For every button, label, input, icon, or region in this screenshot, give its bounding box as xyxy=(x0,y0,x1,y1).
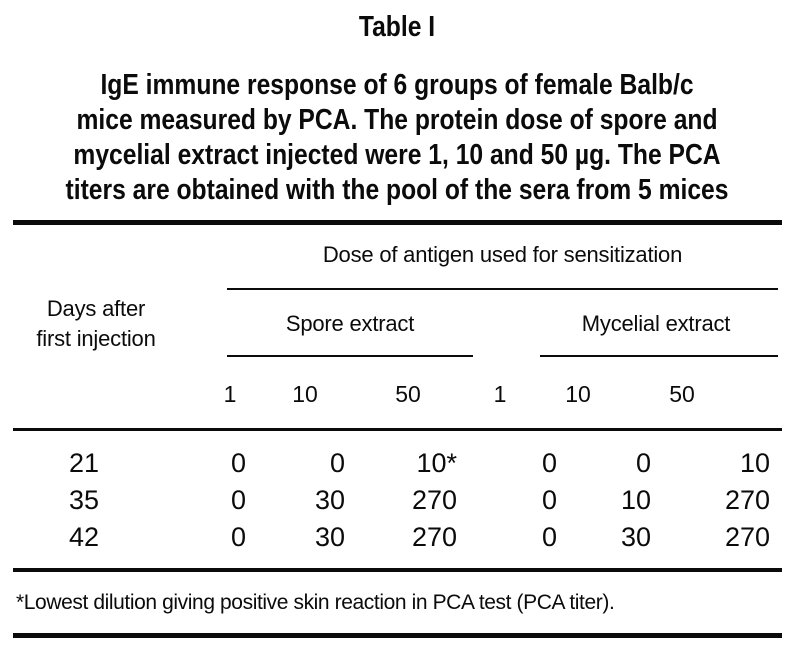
value-cell: 0 xyxy=(230,448,246,478)
mycelial-extract-label: Mycelial extract xyxy=(581,311,731,336)
dose-header-mycelial-50: 50 xyxy=(669,381,695,407)
table-title: Table I xyxy=(358,11,436,43)
value-cell: 270 xyxy=(724,485,770,515)
value-cell: 0 xyxy=(541,522,557,552)
value-cell: 0 xyxy=(230,485,246,515)
value-cell: 0 xyxy=(541,448,557,478)
row-header-line-2: first injection xyxy=(36,326,156,351)
value-cell: 30 xyxy=(314,485,345,515)
rule-dose-underline xyxy=(227,288,778,290)
value-cell: 10 xyxy=(620,485,651,515)
rule-mycelial-underline xyxy=(540,355,778,357)
row-header-label: Days after first injection xyxy=(6,294,186,354)
value-cell: 270 xyxy=(411,522,457,552)
table-row: 21 0 0 10* 0 0 10 xyxy=(0,448,794,478)
rule-spore-underline xyxy=(227,355,473,357)
column-group-title: Dose of antigen used for sensitization xyxy=(322,242,683,267)
table-caption: IgE immune response of 6 groups of femal… xyxy=(0,68,794,208)
day-cell: 35 xyxy=(68,485,100,515)
value-cell: 0 xyxy=(541,485,557,515)
value-cell: 0 xyxy=(230,522,246,552)
dose-header-mycelial-1: 1 xyxy=(493,381,507,407)
footnote-text: *Lowest dilution giving positive skin re… xyxy=(16,591,615,614)
dose-header-spore-50: 50 xyxy=(395,381,421,407)
rule-table-top xyxy=(13,220,782,225)
rule-header-bottom xyxy=(13,428,782,431)
table-row: 42 0 30 270 0 30 270 xyxy=(0,522,794,552)
value-cell: 0 xyxy=(635,448,651,478)
value-cell: 30 xyxy=(620,522,651,552)
row-header-line-1: Days after xyxy=(46,296,146,321)
dose-header-spore-10: 10 xyxy=(292,381,318,407)
caption-line-4: titers are obtained with the pool of the… xyxy=(65,174,729,206)
caption-line-2: mice measured by PCA. The protein dose o… xyxy=(76,104,718,136)
rule-table-bottom xyxy=(13,633,782,638)
value-cell: 30 xyxy=(314,522,345,552)
day-cell: 21 xyxy=(68,448,100,478)
table-row: 35 0 30 270 0 10 270 xyxy=(0,485,794,515)
caption-line-1: IgE immune response of 6 groups of femal… xyxy=(100,69,694,101)
dose-header-mycelial-10: 10 xyxy=(565,381,591,407)
dose-header-spore-1: 1 xyxy=(223,381,237,407)
rule-body-bottom xyxy=(13,568,782,572)
spore-extract-label: Spore extract xyxy=(285,311,415,336)
value-cell: 270 xyxy=(411,485,457,515)
value-cell: 0 xyxy=(329,448,345,478)
value-cell: 10 xyxy=(739,448,770,478)
caption-line-3: mycelial extract injected were 1, 10 and… xyxy=(73,139,721,171)
value-cell: 270 xyxy=(724,522,770,552)
value-cell: 10* xyxy=(416,448,457,478)
day-cell: 42 xyxy=(68,522,100,552)
